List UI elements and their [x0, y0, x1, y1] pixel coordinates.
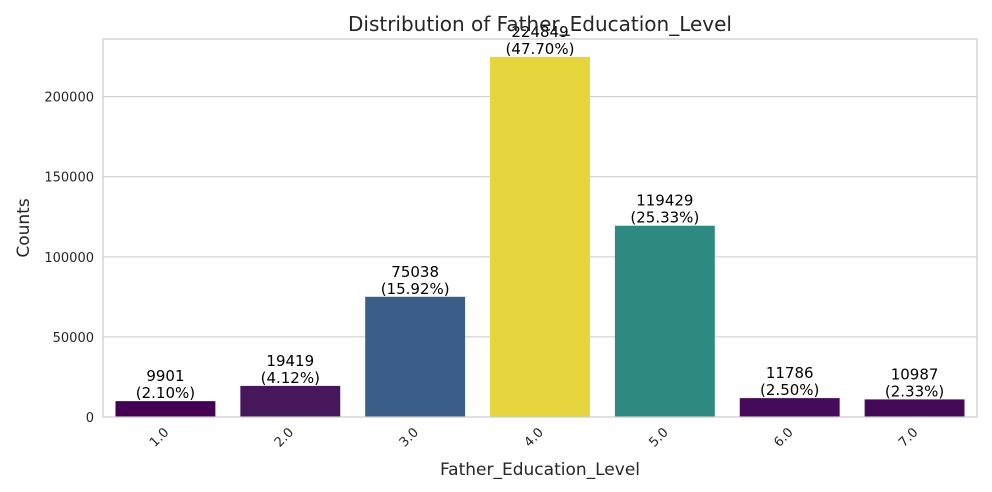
- data-labels: 9901(2.10%) 19419(4.12%) 75038(15.92%) 2248…: [136, 23, 945, 402]
- count-label: 11786: [766, 364, 814, 382]
- x-tick-label: 2.0: [272, 425, 297, 450]
- x-tick-label: 1.0: [147, 425, 172, 450]
- count-label: 224849: [511, 23, 568, 41]
- bars: [115, 56, 965, 417]
- count-label: 75038: [391, 263, 439, 281]
- x-tick-label: 7.0: [896, 425, 921, 450]
- y-tick-label: 0: [86, 411, 94, 426]
- percent-label: (47.70%): [506, 40, 575, 58]
- y-tick-label: 50000: [53, 331, 94, 346]
- bar-5.0: [614, 225, 715, 417]
- count-label: 9901: [146, 367, 184, 385]
- percent-label: (15.92%): [381, 280, 450, 298]
- count-label: 10987: [891, 365, 939, 383]
- bar-7.0: [864, 399, 965, 417]
- y-axis-label: Counts: [14, 198, 34, 257]
- bar-2.0: [240, 385, 341, 417]
- y-tick-label: 150000: [44, 171, 94, 186]
- x-tick-label: 4.0: [522, 425, 547, 450]
- y-tick-labels: 0 50000 100000 150000 200000: [44, 91, 94, 426]
- percent-label: (4.12%): [261, 369, 320, 387]
- bar-4.0: [490, 56, 590, 417]
- percent-label: (25.33%): [630, 209, 699, 227]
- y-tick-label: 200000: [44, 91, 94, 106]
- x-axis-label: Father_Education_Level: [440, 460, 640, 480]
- count-label: 119429: [636, 192, 693, 210]
- percent-label: (2.50%): [760, 381, 819, 399]
- x-tick-label: 5.0: [646, 425, 671, 450]
- x-tick-label: 6.0: [771, 425, 796, 450]
- bar-1.0: [115, 401, 216, 417]
- percent-label: (2.10%): [136, 384, 195, 402]
- x-tick-labels: 1.0 2.0 3.0 4.0 5.0 6.0 7.0: [147, 425, 921, 450]
- bar-6.0: [739, 398, 840, 417]
- bar-3.0: [365, 296, 466, 417]
- plot-frame: [102, 38, 978, 418]
- count-label: 19419: [266, 352, 314, 370]
- x-tick-label: 3.0: [397, 425, 422, 450]
- y-tick-label: 100000: [44, 251, 94, 266]
- chart-title: Distribution of Father_Education_Level: [348, 12, 732, 36]
- percent-label: (2.33%): [885, 382, 944, 400]
